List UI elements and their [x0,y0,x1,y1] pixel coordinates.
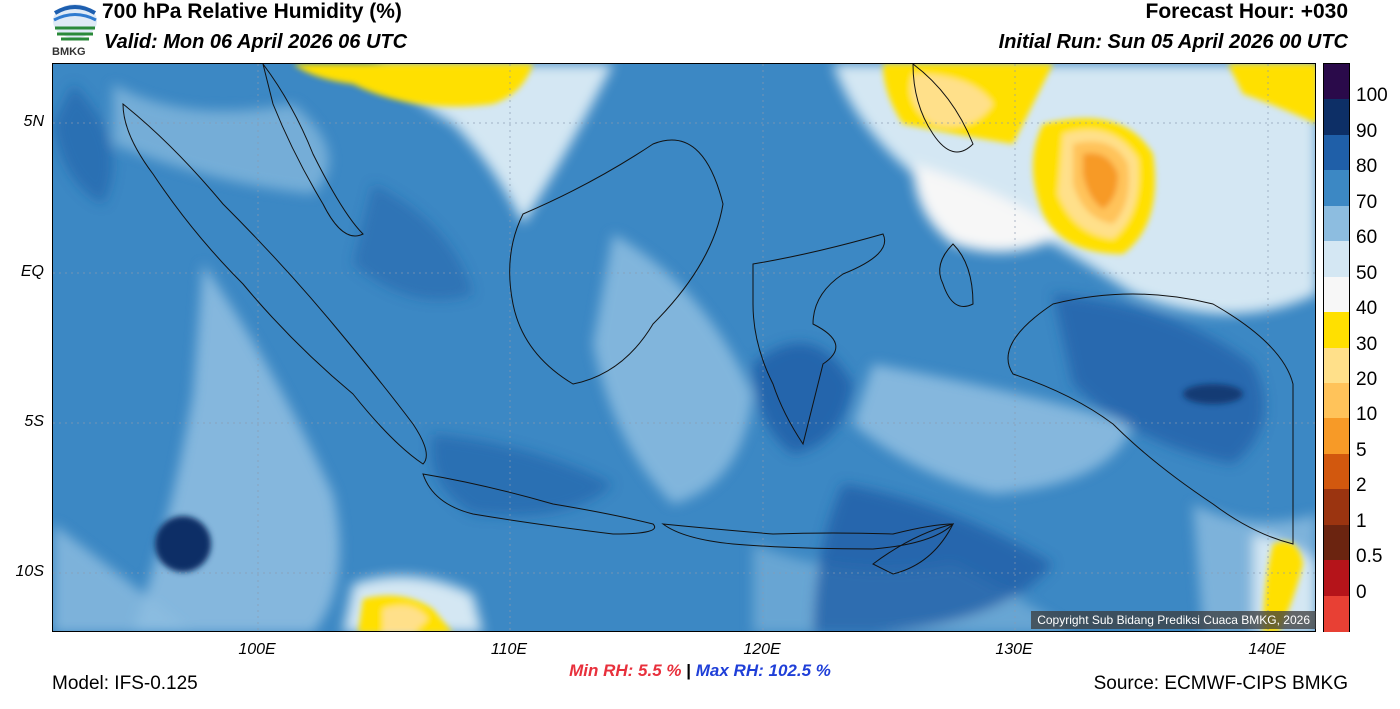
chart-title: 700 hPa Relative Humidity (%) [102,0,402,23]
colorbar-segment [1324,560,1349,597]
sumatra-coast [122,102,427,465]
lat-label-eq: EQ [20,263,44,280]
colorbar-label: 80 [1356,156,1378,178]
colorbar-label: 90 [1356,120,1378,142]
colorbar-segment [1324,99,1349,136]
humidity-map [52,63,1316,632]
colorbar-segment [1324,312,1349,348]
lon-label-130e: 130E [995,641,1033,658]
mindanao-coast [912,64,974,153]
colorbar-label: 30 [1356,333,1378,355]
lon-label-100e: 100E [238,641,276,658]
colorbar-label: 0.5 [1356,546,1383,568]
colorbar-segment [1324,205,1349,242]
new-guinea-coast [1007,293,1294,545]
colorbar-segment [1324,134,1349,171]
lon-label-140e: 140E [1248,641,1286,658]
colorbar-label: 1 [1356,510,1367,532]
colorbar-label: 20 [1356,368,1378,390]
min-rh-label: Min RH: [569,661,634,680]
lon-label-110e: 110E [490,641,528,658]
min-max-rh: Min RH: 5.5 % | Max RH: 102.5 % [0,661,1400,681]
colorbar-segment [1324,524,1349,561]
java-coast [422,473,656,535]
map-canvas [53,64,1315,631]
source-info: Source: ECMWF-CIPS BMKG [1093,673,1348,694]
colorbar-label: 2 [1356,475,1367,497]
lat-label-5n: 5N [23,113,44,130]
colorbar [1323,63,1350,632]
colorbar-segment [1324,64,1349,100]
colorbar-segment [1324,453,1349,490]
colorbar-segment [1324,241,1349,278]
borneo-coast [509,139,724,385]
colorbar-segment [1324,170,1349,207]
valid-time: Valid: Mon 06 April 2026 06 UTC [104,31,408,53]
colorbar-segment [1324,347,1349,384]
bmkg-logo [52,1,98,59]
min-rh-value: 5.5 % [638,661,682,680]
colorbar-label: 5 [1356,439,1367,461]
colorbar-label: 60 [1356,227,1378,249]
colorbar-segment [1324,382,1349,419]
graticule [53,64,1315,631]
logo-text: BMKG [52,46,86,58]
model-info: Model: IFS-0.125 [52,673,198,694]
forecast-hour: Forecast Hour: +030 [1145,0,1349,23]
lat-label-5s: 5S [24,413,44,430]
colorbar-label: 40 [1356,298,1378,320]
sulawesi-coast [752,233,885,446]
stats-separator: | [686,661,692,680]
timor-coast [872,523,954,575]
initial-run: Initial Run: Sun 05 April 2026 00 UTC [998,31,1348,53]
coastlines [122,64,1294,575]
colorbar-label: 100 [1356,85,1388,107]
max-rh: Max RH: 102.5 % [695,661,831,680]
colorbar-label: 70 [1356,191,1378,213]
colorbar-segment [1324,595,1349,632]
malay-peninsula-coast [262,64,364,237]
lat-label-10s: 10S [15,563,44,580]
copyright-note: Copyright Sub Bidang Prediksi Cuaca BMKG… [1031,611,1316,629]
lon-label-120e: 120E [743,641,781,658]
colorbar-segment [1324,276,1349,313]
colorbar-label: 0 [1356,581,1367,603]
colorbar-label: 10 [1356,404,1378,426]
colorbar-label: 50 [1356,262,1378,284]
colorbar-segment [1324,418,1349,455]
halmahera-coast [939,243,974,307]
colorbar-segment [1324,489,1349,526]
